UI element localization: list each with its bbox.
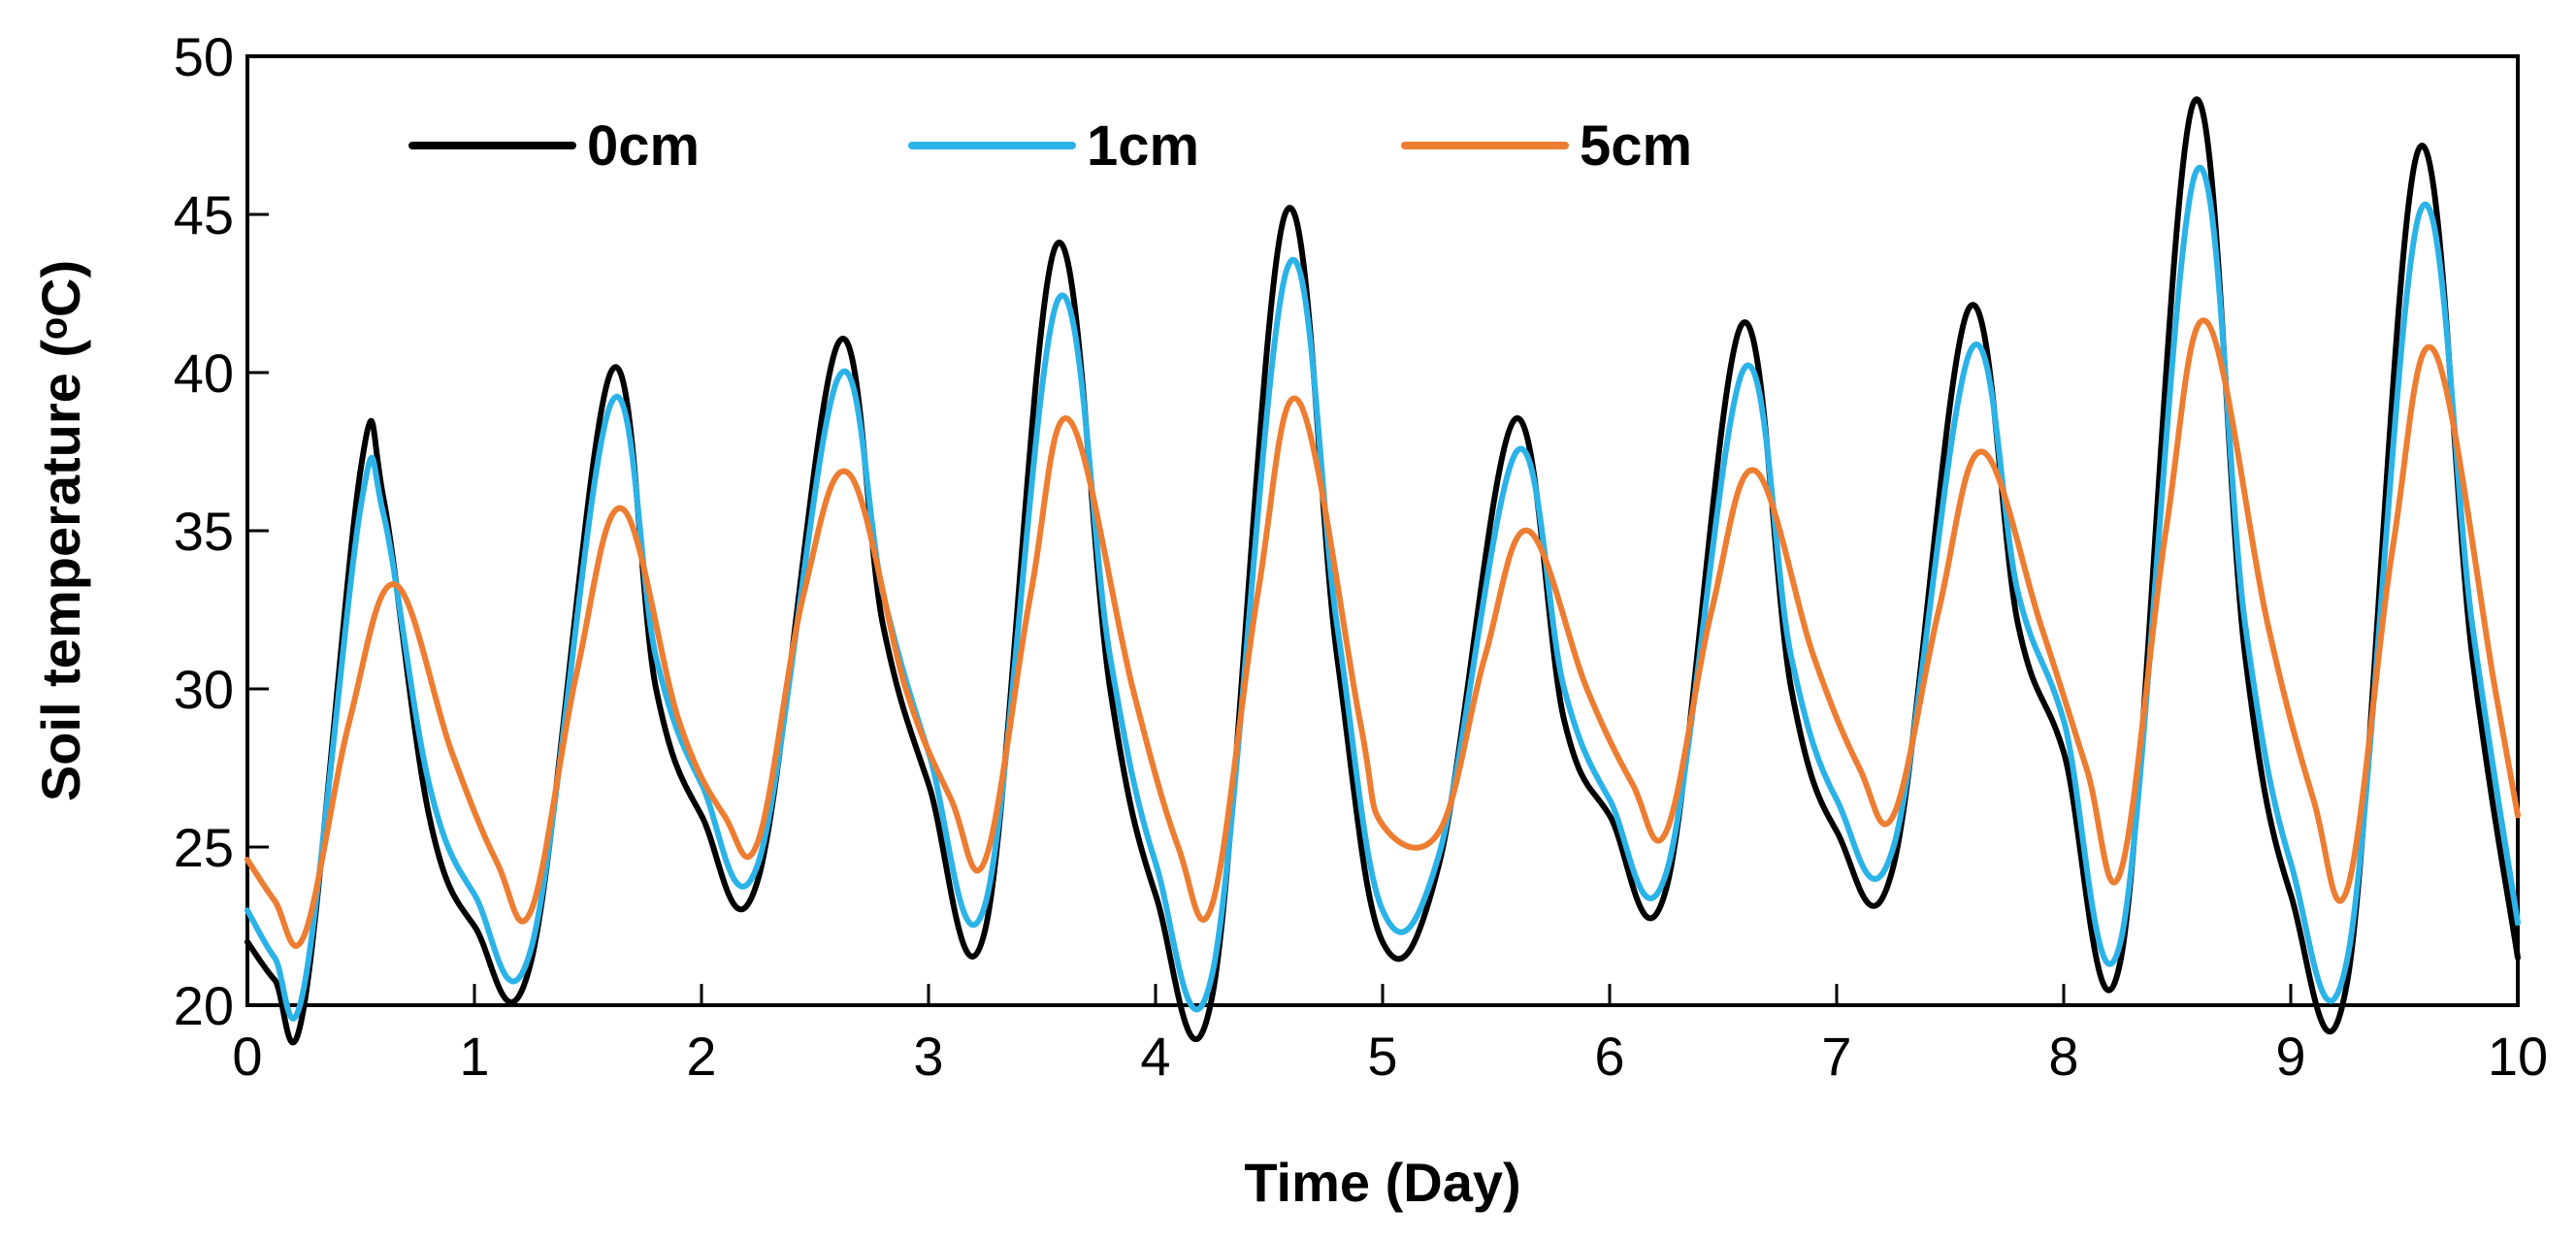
x-tick-label: 10 bbox=[2488, 1026, 2548, 1087]
x-tick-label: 3 bbox=[913, 1026, 943, 1087]
x-tick-label: 8 bbox=[2048, 1026, 2078, 1087]
legend-label-1cm: 1cm bbox=[1087, 114, 1199, 178]
series-line-0cm bbox=[245, 96, 2521, 1046]
y-tick-label: 45 bbox=[174, 184, 234, 245]
y-tick-label: 20 bbox=[174, 975, 234, 1036]
x-axis-ticks: 0 1 2 3 4 5 6 7 8 9 10 bbox=[232, 984, 2548, 1087]
x-tick-label: 6 bbox=[1594, 1026, 1624, 1087]
legend: 0cm 1cm 5cm bbox=[408, 114, 1692, 178]
series-line-1cm bbox=[245, 164, 2521, 1022]
x-tick-label: 4 bbox=[1140, 1026, 1170, 1087]
x-tick-label: 7 bbox=[1821, 1026, 1851, 1087]
x-tick-label: 0 bbox=[232, 1026, 262, 1087]
y-tick-label: 30 bbox=[174, 659, 234, 720]
y-tick-label: 50 bbox=[174, 26, 234, 87]
x-tick-label: 9 bbox=[2275, 1026, 2305, 1087]
y-tick-label: 35 bbox=[174, 501, 234, 562]
x-axis-title: Time (Day) bbox=[1244, 1152, 1520, 1213]
y-axis-title: Soil temperature (ᵒC) bbox=[30, 260, 91, 801]
x-tick-label: 1 bbox=[459, 1026, 489, 1087]
x-tick-label: 2 bbox=[686, 1026, 716, 1087]
y-tick-label: 25 bbox=[174, 817, 234, 878]
x-tick-label: 5 bbox=[1367, 1026, 1397, 1087]
y-axis-ticks: 20 25 30 35 40 45 50 bbox=[174, 26, 269, 1036]
series-line-5cm bbox=[245, 317, 2521, 949]
legend-label-5cm: 5cm bbox=[1580, 114, 1692, 178]
y-tick-label: 40 bbox=[174, 343, 234, 404]
series-layer bbox=[245, 96, 2521, 1046]
legend-label-0cm: 0cm bbox=[587, 114, 700, 178]
